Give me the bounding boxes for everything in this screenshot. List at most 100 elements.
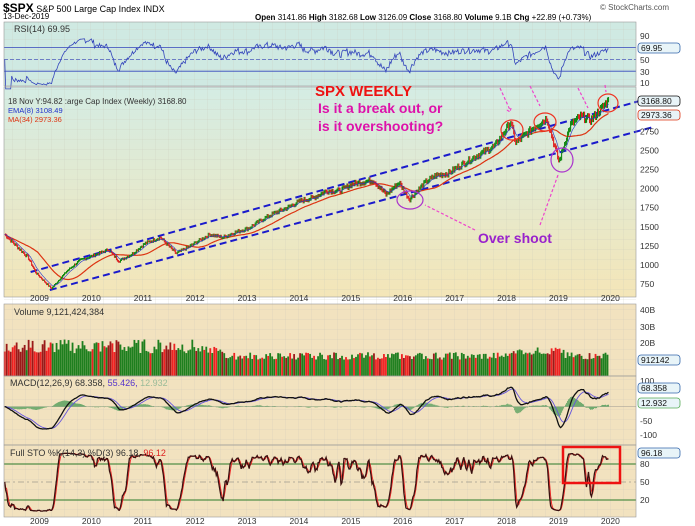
volume-bar	[9, 351, 12, 376]
year-label-price: 2016	[393, 293, 412, 303]
volume-bar	[107, 345, 110, 376]
volume-bar	[478, 354, 481, 376]
volume-bar	[51, 343, 54, 376]
volume-current-label: 912142	[641, 355, 670, 365]
volume-bar	[179, 349, 182, 376]
volume-bar	[532, 353, 535, 376]
volume-bar	[504, 353, 507, 376]
volume-bar	[175, 350, 178, 376]
volume-bar	[91, 349, 94, 376]
volume-bar	[442, 357, 445, 376]
year-label-bottom: 2018	[497, 516, 516, 526]
volume-bar	[476, 354, 479, 376]
volume-bar	[181, 344, 184, 376]
volume-bar	[77, 345, 80, 376]
volume-bar	[528, 352, 531, 376]
volume-bar	[271, 356, 274, 376]
volume-bar	[223, 353, 226, 376]
volume-bar	[466, 355, 469, 376]
volume-bar	[205, 346, 208, 376]
year-label-bottom: 2015	[341, 516, 360, 526]
volume-bar	[265, 354, 268, 376]
annotation-title: SPX WEEKLY	[315, 83, 412, 100]
brand: © StockCharts.com	[600, 3, 670, 12]
ma34-line	[4, 112, 609, 281]
volume-bar	[31, 340, 34, 376]
price-tick: 1500	[640, 222, 659, 232]
volume-bar	[279, 353, 282, 376]
volume-bar	[119, 344, 122, 376]
volume-bar	[47, 347, 50, 376]
volume-bar	[403, 357, 405, 376]
volume-bar	[536, 347, 539, 376]
volume-bar	[19, 351, 22, 376]
volume-bar	[99, 351, 102, 376]
volume-bar	[540, 353, 543, 376]
volume-bar	[434, 352, 437, 376]
volume-bar	[97, 342, 100, 376]
volume-bar	[522, 354, 525, 376]
volume-bar	[508, 353, 511, 376]
volume-bar	[129, 347, 132, 376]
volume-bar	[135, 342, 138, 376]
annotation-overshoot: Over shoot	[478, 230, 552, 246]
volume-bar	[237, 356, 240, 376]
volume-bar	[263, 358, 266, 376]
volume-bar	[484, 353, 487, 376]
volume-bar	[438, 357, 441, 376]
volume-bar	[367, 352, 369, 376]
volume-bar	[79, 348, 82, 376]
volume-bar	[574, 355, 577, 376]
volume-bar	[191, 339, 194, 376]
volume-bar	[5, 343, 8, 376]
volume-bar	[458, 359, 461, 376]
exchange: INDX	[143, 4, 165, 14]
volume-bar	[121, 349, 124, 376]
volume-bar	[161, 352, 164, 376]
volume-bar	[432, 353, 435, 376]
volume-bar	[496, 352, 499, 376]
volume-bar	[542, 353, 545, 376]
volume-bar	[472, 354, 475, 376]
volume-bar	[201, 346, 204, 376]
volume-bar	[502, 356, 505, 376]
volume-bar	[131, 346, 134, 376]
macd-current-label-bg	[637, 382, 681, 394]
volume-bar	[349, 359, 351, 376]
annotation-line1: Is it a break out, or	[318, 100, 443, 116]
volume-bar	[325, 359, 327, 376]
volume-bar	[193, 347, 196, 376]
volume-bar	[267, 355, 270, 376]
volume-bar	[211, 353, 214, 376]
chart-title: $SPX S&P 500 Large Cap Index INDX	[3, 1, 165, 15]
volume-bar	[245, 355, 248, 376]
year-label-price: 2015	[341, 293, 360, 303]
year-label-bottom: 2013	[238, 516, 257, 526]
volume-bar	[420, 353, 423, 376]
volume-bar	[303, 355, 305, 376]
volume-bar	[578, 353, 581, 376]
volume-bar	[171, 349, 174, 376]
volume-bar	[544, 353, 547, 376]
volume-bar	[586, 359, 589, 376]
volume-bar	[293, 354, 296, 376]
volume-bar	[89, 351, 92, 376]
volume-bar	[488, 356, 491, 376]
volume-bar	[313, 355, 315, 376]
sto-tick: 50	[640, 477, 650, 487]
chg-label: Chg	[513, 13, 530, 22]
open-label: Open	[255, 13, 276, 22]
volume-bar	[195, 350, 198, 376]
year-label-bottom: 2012	[186, 516, 205, 526]
volume-bar	[416, 353, 419, 376]
year-label-price: 2012	[186, 293, 205, 303]
rsi-tick: 10	[640, 78, 650, 88]
volume-bar	[462, 354, 465, 376]
symbol: $SPX	[3, 1, 34, 15]
volume-bar	[482, 353, 485, 376]
volume-bar	[345, 357, 347, 376]
volume-bar	[243, 356, 246, 376]
volume-bar	[335, 352, 337, 376]
volume-bar	[3, 351, 6, 376]
